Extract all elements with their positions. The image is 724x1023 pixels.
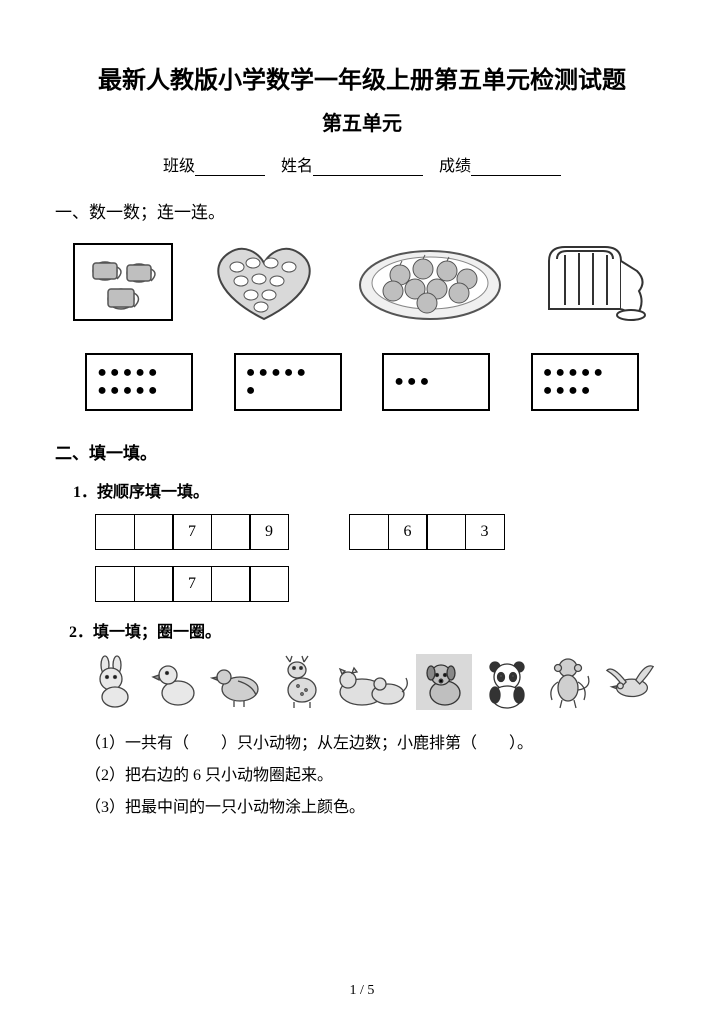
dot-box-1: ●●●●● ● <box>234 353 342 411</box>
class-label: 班级 <box>163 158 195 175</box>
score-line[interactable] <box>471 160 561 176</box>
class-line[interactable] <box>195 160 265 176</box>
seq-cell[interactable]: 6 <box>388 514 428 550</box>
dot-box-3: ●●●●● ●●●● <box>531 353 639 411</box>
animals-row <box>85 654 659 710</box>
class-field: 班级 <box>163 152 265 176</box>
animal-pigeon <box>210 654 266 710</box>
q2-heading: 2．填一填；圈一圈。 <box>69 618 669 642</box>
seq-cell[interactable] <box>134 514 174 550</box>
cats-icon <box>334 656 410 708</box>
bird-icon <box>603 658 659 706</box>
q1-heading: 1．按顺序填一填。 <box>73 478 669 502</box>
deer-icon <box>274 654 326 710</box>
pigeon-icon <box>210 655 266 709</box>
dots-row: ●●●●● ●●●●● ●●●●● ● ●●● ●●●●● ●●●● <box>65 353 659 411</box>
picture-heart-candy <box>199 237 329 327</box>
seq-cell[interactable]: 9 <box>249 514 289 550</box>
q2-lines: （1）一共有（ ）只小动物；从左边数；小鹿排第（ ）。 （2）把右边的 6 只小… <box>85 728 669 824</box>
name-label: 姓名 <box>281 158 313 175</box>
page: 最新人教版小学数学一年级上册第五单元检测试题 第五单元 班级 姓名 成绩 一、数… <box>0 0 724 1023</box>
section1-heading: 一、数一数；连一连。 <box>55 198 669 223</box>
dot-line: ●●●●● <box>97 365 181 381</box>
monkey-icon <box>542 654 596 710</box>
dot-line: ● <box>246 383 330 399</box>
seq-cell[interactable] <box>249 566 289 602</box>
score-label: 成绩 <box>439 158 471 175</box>
q2-line-1: （1）一共有（ ）只小动物；从左边数；小鹿排第（ ）。 <box>85 728 669 760</box>
animal-panda <box>479 654 535 710</box>
score-field: 成绩 <box>439 152 561 176</box>
cups-icon <box>73 243 173 321</box>
animal-dog <box>416 654 472 710</box>
page-subtitle: 第五单元 <box>55 107 669 136</box>
dot-line: ●●●●● <box>246 365 330 381</box>
bread-icon <box>531 237 651 327</box>
dot-line: ●●●●● <box>97 383 181 399</box>
seq-cell[interactable]: 7 <box>172 566 212 602</box>
rabbit-icon <box>87 655 139 709</box>
seq-row-0: 7 9 6 3 <box>95 514 669 550</box>
seq-cell[interactable] <box>211 514 251 550</box>
page-number: 1 / 5 <box>0 983 724 999</box>
seq-cell[interactable] <box>95 566 135 602</box>
info-row: 班级 姓名 成绩 <box>55 152 669 176</box>
seq-cell[interactable] <box>349 514 389 550</box>
seq-group: 7 9 <box>95 514 289 550</box>
dot-box-0: ●●●●● ●●●●● <box>85 353 193 411</box>
animal-deer <box>272 654 328 710</box>
heart-candy-icon <box>199 237 329 327</box>
seq-row-1: 7 <box>95 566 669 602</box>
dog-icon <box>419 655 469 709</box>
q2-line-3: （3）把最中间的一只小动物涂上颜色。 <box>85 792 669 824</box>
oranges-plate-icon <box>355 237 505 327</box>
duck-icon <box>150 655 200 709</box>
seq-cell[interactable]: 7 <box>172 514 212 550</box>
picture-bread <box>531 237 651 327</box>
name-line[interactable] <box>313 160 423 176</box>
animal-monkey <box>541 654 597 710</box>
q2-line-2: （2）把右边的 6 只小动物圈起来。 <box>85 760 669 792</box>
dot-line: ●●●● <box>543 383 627 399</box>
dot-line: ●●● <box>394 374 478 390</box>
panda-icon <box>481 655 533 709</box>
picture-cups <box>73 243 173 321</box>
seq-cell[interactable] <box>426 514 466 550</box>
dot-line: ●●●●● <box>543 365 627 381</box>
animal-cats <box>334 654 410 710</box>
dot-box-2: ●●● <box>382 353 490 411</box>
seq-cell[interactable] <box>95 514 135 550</box>
pictures-row <box>65 237 659 327</box>
picture-oranges <box>355 237 505 327</box>
section2-heading: 二、填一填。 <box>55 439 669 464</box>
name-field: 姓名 <box>281 152 423 176</box>
page-title: 最新人教版小学数学一年级上册第五单元检测试题 <box>55 60 669 95</box>
seq-cell[interactable]: 3 <box>465 514 505 550</box>
seq-cell[interactable] <box>211 566 251 602</box>
animal-duck <box>147 654 203 710</box>
animal-rabbit <box>85 654 141 710</box>
seq-group: 6 3 <box>349 514 505 550</box>
animal-bird <box>603 654 659 710</box>
seq-cell[interactable] <box>134 566 174 602</box>
seq-group: 7 <box>95 566 289 602</box>
